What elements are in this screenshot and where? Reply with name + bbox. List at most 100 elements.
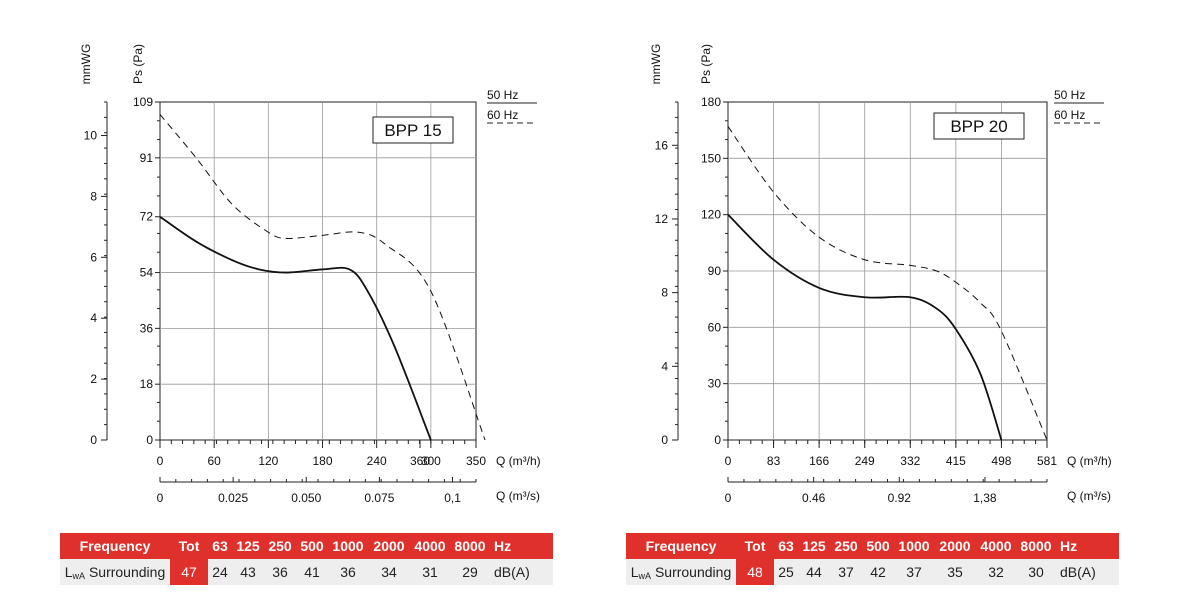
value-4000: 31 <box>410 559 450 585</box>
y-tick-label: 120 <box>701 208 721 222</box>
band-1000: 1000 <box>894 533 934 559</box>
sound-table-row: LwA Surrounding 48 25 44 37 42 37 35 32 … <box>626 559 1119 585</box>
y-tick-label: 180 <box>701 95 721 109</box>
sound-table-bpp20: Frequency Tot 63 125 250 500 1000 2000 4… <box>626 533 1119 585</box>
chart-title: BPP 15 <box>384 121 441 140</box>
band-63: 63 <box>208 533 232 559</box>
y2-axis-label: mmWG <box>649 44 663 85</box>
y2-axis-label: mmWG <box>79 44 93 85</box>
value-63: 25 <box>774 559 798 585</box>
y2-tick-label: 8 <box>661 286 668 300</box>
y2-tick-label: 8 <box>90 189 97 203</box>
x2-tick-label: 0.92 <box>888 491 912 505</box>
sound-table-header: Frequency Tot 63 125 250 500 1000 2000 4… <box>626 533 1119 559</box>
y-tick-label: 36 <box>140 321 154 335</box>
y-tick-label: 72 <box>140 210 154 224</box>
sound-table-row: LwA Surrounding 47 24 43 36 41 36 34 31 … <box>60 559 553 585</box>
x-tick-label: 300 <box>421 454 441 468</box>
value-125: 43 <box>232 559 264 585</box>
y-axis-label: Ps (Pa) <box>699 44 713 84</box>
x-tick-label: 180 <box>312 454 332 468</box>
x2-tick-label: 0.075 <box>364 491 394 505</box>
x-tick-label: 350 <box>466 454 486 468</box>
y2-tick-label: 16 <box>655 138 669 152</box>
value-8000: 29 <box>450 559 490 585</box>
value-250: 36 <box>264 559 296 585</box>
x-tick-label: 0 <box>725 454 732 468</box>
unit-dba: dB(A) <box>1056 559 1119 585</box>
series-line-60-hz <box>159 114 486 441</box>
legend-label: 50 Hz <box>1054 88 1085 102</box>
plot-frame <box>159 101 477 441</box>
sound-table-bpp15: Frequency Tot 63 125 250 500 1000 2000 4… <box>60 533 553 585</box>
x2-tick-label: 0.050 <box>291 491 321 505</box>
y2-tick-label: 6 <box>90 250 97 264</box>
legend-label: 60 Hz <box>487 108 518 122</box>
x2-axis-label: Q (m³/s) <box>496 489 540 503</box>
y-tick-label: 0 <box>714 433 721 447</box>
x-axis-label: Q (m³/h) <box>496 454 541 468</box>
y-axis-label: Ps (Pa) <box>131 44 145 84</box>
y-tick-label: 0 <box>146 433 153 447</box>
tot-value: 48 <box>736 559 774 585</box>
band-63: 63 <box>774 533 798 559</box>
frequency-label: Frequency <box>626 533 736 559</box>
chart-title-box <box>933 112 1025 140</box>
value-8000: 30 <box>1016 559 1056 585</box>
x2-tick-label: 1,38 <box>973 491 997 505</box>
legend-label: 50 Hz <box>487 88 518 102</box>
band-500: 500 <box>296 533 328 559</box>
unit-hz: Hz <box>1056 533 1119 559</box>
chart-title: BPP 20 <box>950 117 1007 136</box>
series-line-50-hz <box>159 215 432 441</box>
value-500: 42 <box>862 559 894 585</box>
value-2000: 35 <box>934 559 976 585</box>
value-250: 37 <box>830 559 862 585</box>
value-4000: 32 <box>976 559 1016 585</box>
band-8000: 8000 <box>450 533 490 559</box>
x2-tick-label: 0.46 <box>802 491 826 505</box>
y2-tick-label: 12 <box>655 212 669 226</box>
y2-tick-label: 2 <box>90 372 97 386</box>
band-4000: 4000 <box>976 533 1016 559</box>
x-tick-label: 0 <box>157 454 164 468</box>
value-2000: 34 <box>368 559 410 585</box>
y-tick-label: 109 <box>133 95 153 109</box>
x2-tick-label: 0,1 <box>444 491 461 505</box>
y-tick-label: 150 <box>701 151 721 165</box>
x-tick-label: 498 <box>991 454 1011 468</box>
x2-tick-label: 0 <box>157 491 164 505</box>
series-line-60-hz <box>727 126 1048 441</box>
unit-hz: Hz <box>490 533 553 559</box>
unit-dba: dB(A) <box>490 559 553 585</box>
x2-axis-label: Q (m³/s) <box>1067 489 1111 503</box>
chart-title-box <box>372 116 454 144</box>
x-tick-label: 60 <box>207 454 221 468</box>
value-500: 41 <box>296 559 328 585</box>
band-250: 250 <box>830 533 862 559</box>
value-63: 24 <box>208 559 232 585</box>
x-tick-label: 83 <box>767 454 781 468</box>
y-tick-label: 18 <box>140 377 154 391</box>
band-8000: 8000 <box>1016 533 1056 559</box>
band-1000: 1000 <box>328 533 368 559</box>
band-125: 125 <box>232 533 264 559</box>
x-tick-label: 581 <box>1037 454 1057 468</box>
band-2000: 2000 <box>934 533 976 559</box>
band-4000: 4000 <box>410 533 450 559</box>
band-2000: 2000 <box>368 533 410 559</box>
band-500: 500 <box>862 533 894 559</box>
x-tick-label: 120 <box>258 454 278 468</box>
lwa-surrounding-label: LwA Surrounding <box>626 559 736 585</box>
y2-tick-label: 0 <box>661 433 668 447</box>
band-250: 250 <box>264 533 296 559</box>
x-tick-label: 249 <box>855 454 875 468</box>
legend-label: 60 Hz <box>1054 108 1085 122</box>
y-tick-label: 30 <box>708 377 722 391</box>
x-tick-label: 415 <box>946 454 966 468</box>
tot-label: Tot <box>736 533 774 559</box>
tot-value: 47 <box>170 559 208 585</box>
lwa-surrounding-label: LwA Surrounding <box>60 559 170 585</box>
